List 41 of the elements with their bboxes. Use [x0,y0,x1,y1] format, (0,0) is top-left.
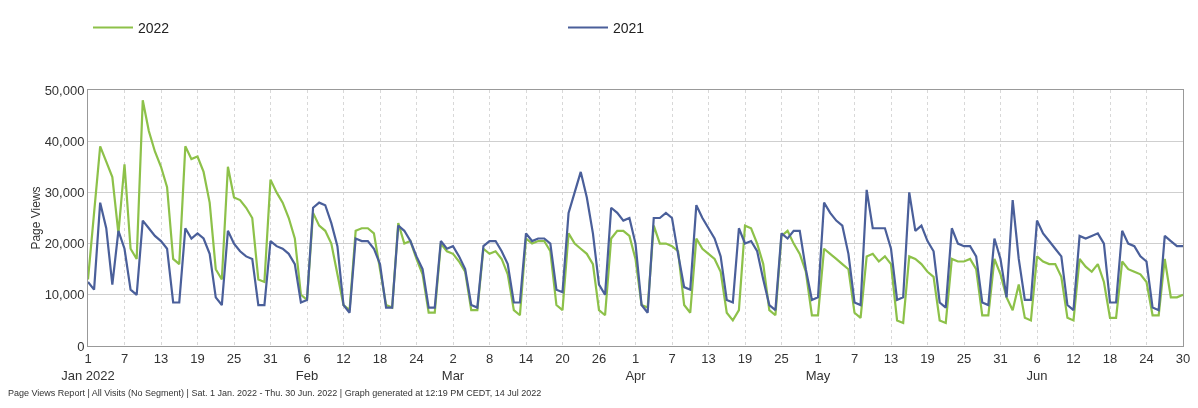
x-tick-label: 30 [1175,350,1191,366]
y-axis-title: Page Views [28,186,43,250]
y-tick-label: 20,000 [44,236,85,252]
y-tick-label: 50,000 [44,82,85,98]
x-tick-label: 13 [883,350,899,366]
x-tick-label: 19 [737,350,753,366]
x-tick-label: 18 [1102,350,1118,366]
x-tick-label: 12 [336,350,351,366]
x-tick-label: 25 [226,350,242,366]
x-tick-label: 1 Apr [625,350,647,383]
x-tick-label: 19 [920,350,935,366]
x-tick-label: 18 [372,350,388,366]
legend-label: 2021 [613,19,645,36]
line-series [88,170,1183,314]
x-tick-label: 2 Mar [441,350,465,383]
line-series [88,99,1183,325]
x-tick-label: 19 [190,350,205,366]
x-tick-label: 7 [850,350,859,366]
x-tick-label: 7 [120,350,129,366]
x-tick-label: 13 [701,350,716,366]
x-tick-label: 6 Feb [295,350,319,383]
y-tick-label: 30,000 [44,184,85,200]
x-tick-label: 24 [409,350,424,366]
x-tick-label: 20 [555,350,570,366]
x-tick-label: 25 [956,350,972,366]
x-tick-label: 8 [485,350,494,366]
x-tick-label: 7 [668,350,676,366]
x-tick-label: 6 Jun [1026,350,1048,383]
x-tick-label: 31 [993,350,1008,366]
y-tick-label: 10,000 [44,287,85,303]
x-tick-label: 26 [591,350,607,366]
x-tick-label: 25 [774,350,789,366]
x-tick-label: 1 May [805,350,831,383]
x-tick-label: 12 [1066,350,1081,366]
y-tick-label: 40,000 [44,133,85,149]
x-tick-label: 31 [263,350,278,366]
x-tick-label: 24 [1139,350,1154,366]
text: Page Views Report | All Visits (No Segment) | Sat. 1 Jan. 2022 - Thu. 30 Jun. 2022 | Graph generated at 12:19 PM CEDT, 14 Jul 2022 [8,388,542,398]
x-tick-label: 13 [153,350,169,366]
legend-label: 2022 [138,19,170,36]
x-tick-label: 14 [518,350,534,366]
